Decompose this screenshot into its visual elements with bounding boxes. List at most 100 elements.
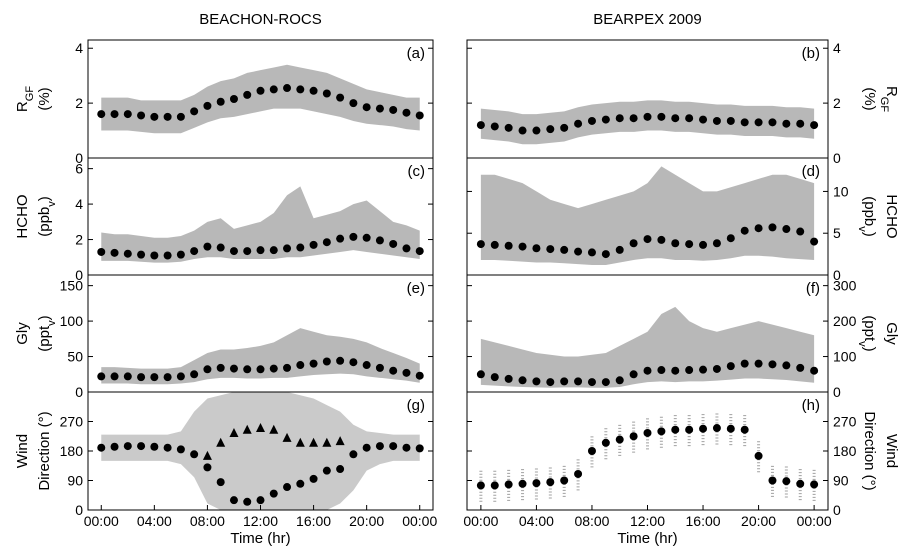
mean-marker <box>754 224 763 233</box>
mean-marker <box>309 86 318 95</box>
mean-marker <box>490 240 499 249</box>
mean-marker <box>671 425 680 434</box>
mean-marker <box>389 105 398 114</box>
y-tick-label: 0 <box>75 150 83 166</box>
y-axis-label: Direction (°) <box>36 411 53 490</box>
mean-marker <box>768 360 777 369</box>
mean-marker <box>243 365 252 374</box>
mean-marker <box>532 126 541 135</box>
mean-marker <box>362 443 371 452</box>
y-axis-label-part: Gly <box>14 322 31 345</box>
mean-marker <box>782 119 791 128</box>
raw-data-band <box>480 100 815 145</box>
mean-marker <box>782 361 791 370</box>
mean-marker <box>389 366 398 375</box>
x-tick-label: 12:00 <box>630 513 665 529</box>
mean-marker <box>476 370 485 379</box>
mean-marker <box>176 372 185 381</box>
y-axis-label-part: ) <box>36 196 53 201</box>
x-tick-label: 16:00 <box>296 513 331 529</box>
y-axis-label-part: GF <box>878 97 890 113</box>
mean-marker <box>754 118 763 127</box>
y-tick-label: 0 <box>75 502 83 518</box>
mean-marker <box>110 248 119 257</box>
y-tick-label: 200 <box>833 313 857 329</box>
mean-marker <box>229 496 238 505</box>
mean-marker <box>216 437 226 447</box>
y-axis-label: (pptv) <box>36 315 58 351</box>
y-axis-label-part: HCHO <box>883 194 900 238</box>
mean-marker <box>336 465 345 474</box>
mean-marker <box>362 361 371 370</box>
mean-marker <box>726 362 735 371</box>
mean-marker <box>699 115 708 124</box>
mean-marker <box>402 244 411 253</box>
mean-marker <box>643 428 652 437</box>
y-tick-label: 6 <box>75 161 83 177</box>
y-axis-label-part: Wind <box>883 434 900 468</box>
mean-marker <box>229 427 239 437</box>
panel-label: (b) <box>802 45 820 62</box>
mean-marker <box>349 232 358 241</box>
y-tick-label: 10 <box>833 183 849 199</box>
mean-marker <box>782 477 791 486</box>
mean-marker <box>657 235 666 244</box>
mean-marker <box>518 376 527 385</box>
mean-marker <box>256 246 265 255</box>
mean-marker <box>295 437 305 447</box>
x-axis-label: Time (hr) <box>230 530 290 547</box>
mean-marker <box>309 359 318 368</box>
y-axis-label-part: ) <box>861 232 878 237</box>
mean-marker <box>336 93 345 102</box>
mean-marker <box>532 244 541 253</box>
mean-marker <box>490 122 499 131</box>
mean-marker <box>601 438 610 447</box>
mean-marker <box>546 378 555 387</box>
mean-marker <box>123 372 132 381</box>
raw-data-band <box>101 392 420 510</box>
mean-marker <box>362 233 371 242</box>
mean-marker <box>712 424 721 433</box>
mean-marker <box>415 247 424 256</box>
mean-marker <box>242 424 252 434</box>
mean-marker <box>336 356 345 365</box>
raw-data-band <box>101 328 420 385</box>
mean-marker <box>243 247 252 256</box>
y-tick-label: 5 <box>833 225 841 241</box>
y-tick-label: 2 <box>833 95 841 111</box>
x-tick-label: 12:00 <box>243 513 278 529</box>
mean-marker <box>137 442 146 451</box>
mean-marker <box>402 368 411 377</box>
mean-marker <box>137 250 146 259</box>
panel: 0 2 4 6 (c) HCHO (ppbv) <box>14 157 434 283</box>
y-tick-label: 2 <box>75 95 83 111</box>
x-tick-label: 00:00 <box>797 513 832 529</box>
mean-marker <box>671 239 680 248</box>
mean-marker <box>574 469 583 478</box>
y-axis-label-part: v <box>46 320 58 326</box>
mean-marker <box>574 119 583 128</box>
mean-marker <box>163 251 172 260</box>
mean-marker <box>110 110 119 119</box>
y-tick-label: 0 <box>833 384 841 400</box>
panel-label: (e) <box>407 280 425 297</box>
y-axis-label: (ppbv) <box>36 196 58 237</box>
y-axis-label-part: v <box>856 226 868 232</box>
y-axis-label: HCHO <box>883 194 900 238</box>
mean-marker <box>712 239 721 248</box>
y-tick-label: 4 <box>75 196 83 212</box>
panel: 0 2 4 BEARPEX 2009 (b) RGF(%) <box>466 11 900 166</box>
mean-marker <box>229 95 238 103</box>
mean-marker <box>176 445 185 454</box>
mean-marker <box>518 126 527 135</box>
y-axis-label: RGF <box>14 86 36 112</box>
y-axis-label-part: HCHO <box>14 194 31 238</box>
mean-marker <box>587 378 596 387</box>
mean-marker <box>768 223 777 232</box>
mean-marker <box>123 249 132 258</box>
mean-marker <box>518 242 527 251</box>
mean-marker <box>269 246 278 255</box>
y-axis-label-part: Wind <box>14 434 31 468</box>
mean-marker <box>740 425 749 434</box>
x-axis-label: Time (hr) <box>617 530 677 547</box>
